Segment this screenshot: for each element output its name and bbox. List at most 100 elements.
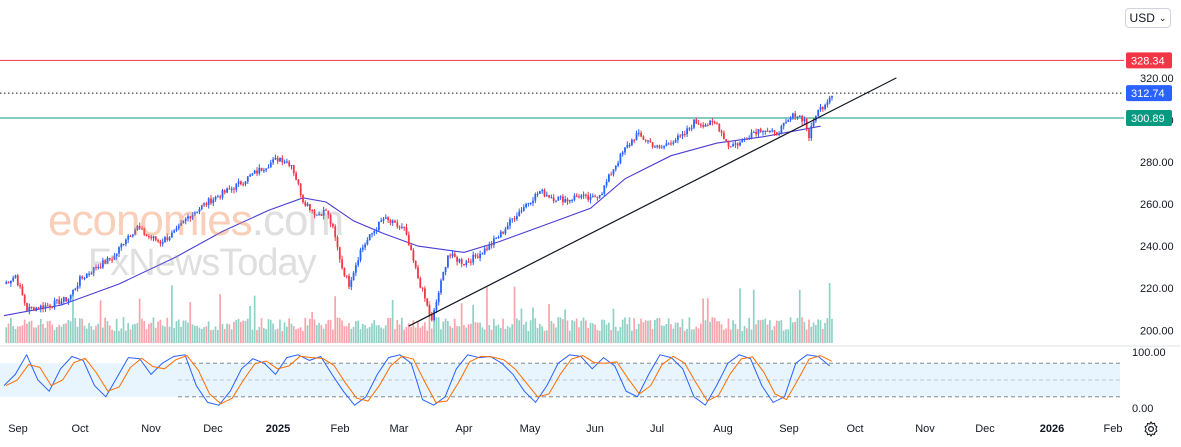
candle <box>732 141 734 147</box>
candle-body <box>407 234 410 246</box>
candle-body <box>665 143 668 146</box>
candle <box>470 258 472 266</box>
candle <box>594 194 596 198</box>
candle-body <box>157 240 159 242</box>
volume-bar <box>476 322 479 343</box>
volume-bar <box>56 327 58 343</box>
candle <box>789 116 792 123</box>
volume-bar <box>187 322 189 343</box>
volume-bar <box>85 328 88 343</box>
candle-body <box>465 261 468 265</box>
candle <box>419 276 422 289</box>
candle <box>150 234 153 241</box>
candle-body <box>467 261 470 263</box>
candle-body <box>138 225 141 229</box>
candle <box>679 134 682 139</box>
volume-bar <box>387 317 389 343</box>
candle-body <box>440 280 442 293</box>
candle-body <box>729 146 732 148</box>
volume-bar <box>157 321 159 343</box>
candle <box>297 178 300 186</box>
gear-icon[interactable] <box>1142 420 1160 438</box>
candle <box>410 242 412 251</box>
volume-bar <box>396 319 399 343</box>
volume-bar <box>516 318 518 343</box>
candle-body <box>824 104 826 110</box>
volume-bar <box>545 330 548 343</box>
volume-bar <box>60 326 63 343</box>
volume-bar <box>106 320 109 343</box>
candle <box>495 237 498 240</box>
candle <box>536 191 539 198</box>
candle-body <box>345 275 348 277</box>
candle <box>325 208 327 211</box>
candle <box>175 225 178 232</box>
candle <box>292 164 295 177</box>
candle-body <box>384 217 387 219</box>
volume-bar <box>260 318 263 343</box>
candle-body <box>5 281 8 285</box>
candle-body <box>718 123 721 132</box>
candle-body <box>568 200 571 202</box>
candle-body <box>382 218 385 221</box>
candle-body <box>555 200 557 202</box>
volume-bar <box>69 321 72 343</box>
candle-body <box>85 274 88 278</box>
candle <box>396 219 399 229</box>
candle <box>757 129 760 137</box>
candle <box>555 200 557 203</box>
candle <box>739 141 741 147</box>
volume-bar <box>313 319 316 343</box>
candle <box>115 253 118 260</box>
candle-body <box>166 237 169 240</box>
volume-bar <box>819 320 822 343</box>
volume-bar <box>207 321 210 343</box>
candle <box>240 180 242 186</box>
volume-bar <box>757 319 760 343</box>
currency-selector[interactable]: USD ⌄ <box>1125 8 1171 28</box>
candle-body <box>72 289 74 295</box>
candle-body <box>628 144 631 146</box>
candle-body <box>506 225 509 230</box>
volume-bar <box>125 330 127 343</box>
price-axis[interactable]: 200.00220.00240.00260.00280.00300.00320.… <box>1126 52 1174 415</box>
candle-body <box>26 303 28 311</box>
volume-bar <box>433 320 435 343</box>
candle-body <box>810 126 813 139</box>
volume-bar <box>295 329 297 343</box>
candles-layer[interactable] <box>5 95 833 322</box>
candle <box>242 182 245 187</box>
volume-bar <box>111 329 113 343</box>
candle <box>90 271 93 275</box>
candle-body <box>603 185 606 194</box>
volume-bar <box>789 317 792 343</box>
volume-bar <box>729 329 732 343</box>
candle-body <box>173 230 176 233</box>
candle-body <box>651 142 654 147</box>
volume-bar <box>608 322 610 343</box>
candle <box>129 234 132 237</box>
candle <box>424 286 426 302</box>
candle-body <box>21 286 24 296</box>
volume-bar <box>173 328 175 343</box>
volume-bar <box>233 321 235 343</box>
candle <box>228 185 231 190</box>
volume-bar <box>53 330 56 343</box>
volume-bar <box>115 318 118 343</box>
candle <box>764 130 767 135</box>
volume-bar <box>341 320 343 343</box>
candle <box>803 116 806 124</box>
candle-body <box>332 224 334 227</box>
candle-body <box>108 258 111 260</box>
volume-bar <box>401 317 403 343</box>
candle <box>364 242 366 251</box>
volume-bar <box>332 329 334 343</box>
candle-body <box>398 226 401 228</box>
candle <box>481 252 484 255</box>
volume-bar <box>578 327 580 343</box>
candle <box>295 171 297 181</box>
candle <box>690 124 693 132</box>
volume-bar <box>72 294 74 343</box>
time-axis[interactable]: Sep Oct Nov Dec 2025 Feb Mar Apr May Jun Jul Aug Sep… <box>8 423 1122 435</box>
